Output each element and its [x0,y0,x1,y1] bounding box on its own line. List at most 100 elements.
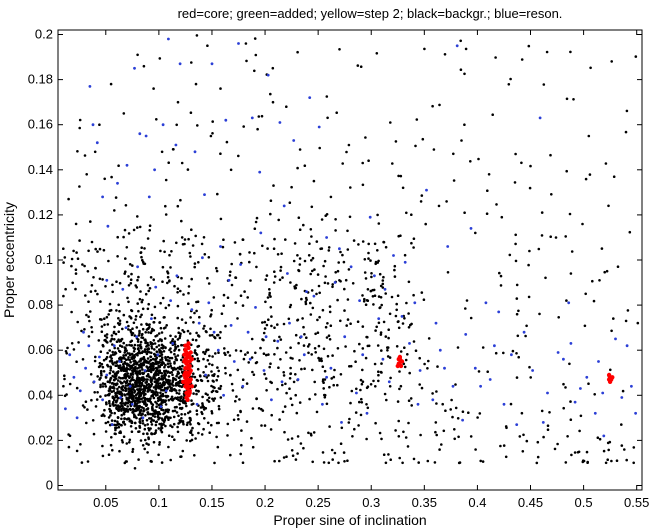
background-point [172,415,176,419]
resonant-point [312,294,316,298]
background-point [85,313,88,317]
background-point [321,378,325,381]
core-point [398,363,404,369]
background-point [196,345,199,348]
background-point [198,374,202,377]
background-point [149,331,153,335]
background-point [528,365,531,369]
background-point [387,453,390,456]
background-point [321,308,325,312]
resonant-point [296,378,300,381]
resonant-point [349,265,353,269]
background-point [273,339,276,343]
background-point [276,346,279,350]
background-point [99,300,102,303]
background-point [407,399,411,403]
background-point [160,361,163,364]
background-point [84,400,88,404]
background-point [108,302,112,306]
background-point [215,378,218,382]
background-point [239,452,242,456]
background-point [113,387,116,390]
background-point [367,251,370,255]
resonant-point [128,384,132,388]
background-point [423,362,426,366]
background-point [330,377,334,380]
background-point [487,173,491,176]
background-point [111,363,115,366]
background-point [296,452,299,455]
background-point [589,66,592,70]
resonant-point [343,335,347,339]
background-point [139,359,143,362]
background-point [155,405,158,409]
background-point [131,383,135,386]
background-point [99,372,103,375]
background-point [318,146,322,150]
background-point [190,228,193,231]
background-point [119,339,123,343]
background-point [129,425,133,428]
background-point [322,387,326,390]
background-point [296,50,299,54]
background-point [341,253,344,257]
background-point [116,254,119,258]
background-point [463,72,466,76]
background-point [332,383,336,387]
background-point [292,380,296,384]
background-point [326,354,330,358]
background-point [520,58,524,61]
background-point [68,382,72,386]
background-point [245,420,249,423]
background-point [346,318,350,321]
background-point [440,443,443,446]
background-point [123,394,127,397]
background-point [114,196,118,199]
background-point [100,362,104,366]
background-point [160,343,164,347]
background-point [234,301,237,304]
background-point [377,259,380,263]
resonant-point [68,353,72,357]
background-point [110,175,113,179]
background-point [469,160,472,163]
background-point [164,326,167,329]
background-point [146,348,149,351]
background-point [200,242,204,246]
background-point [109,376,113,380]
background-point [116,391,120,395]
background-point [106,323,110,326]
background-point [177,326,180,330]
background-point [236,414,240,417]
background-point [162,239,165,243]
background-point [388,312,392,316]
background-point [140,397,143,401]
background-point [569,418,573,422]
background-point [102,248,106,252]
background-point [178,334,182,338]
background-point [240,443,243,447]
resonant-point [262,369,266,372]
background-point [330,448,334,452]
core-point [187,354,192,360]
background-point [357,424,360,427]
background-point [359,65,363,68]
background-point [250,436,253,440]
background-point [160,375,164,378]
background-point [109,82,113,86]
background-point [126,296,129,300]
background-point [118,449,121,453]
background-point [166,381,169,384]
background-point [99,350,103,354]
background-point [269,199,273,202]
background-point [343,460,346,463]
background-point [129,282,133,285]
background-point [516,334,520,338]
background-point [217,407,221,411]
background-point [65,352,68,355]
background-point [75,386,79,390]
background-point [406,445,410,448]
background-point [377,321,381,325]
background-point [153,342,157,345]
points-layer [62,34,640,470]
